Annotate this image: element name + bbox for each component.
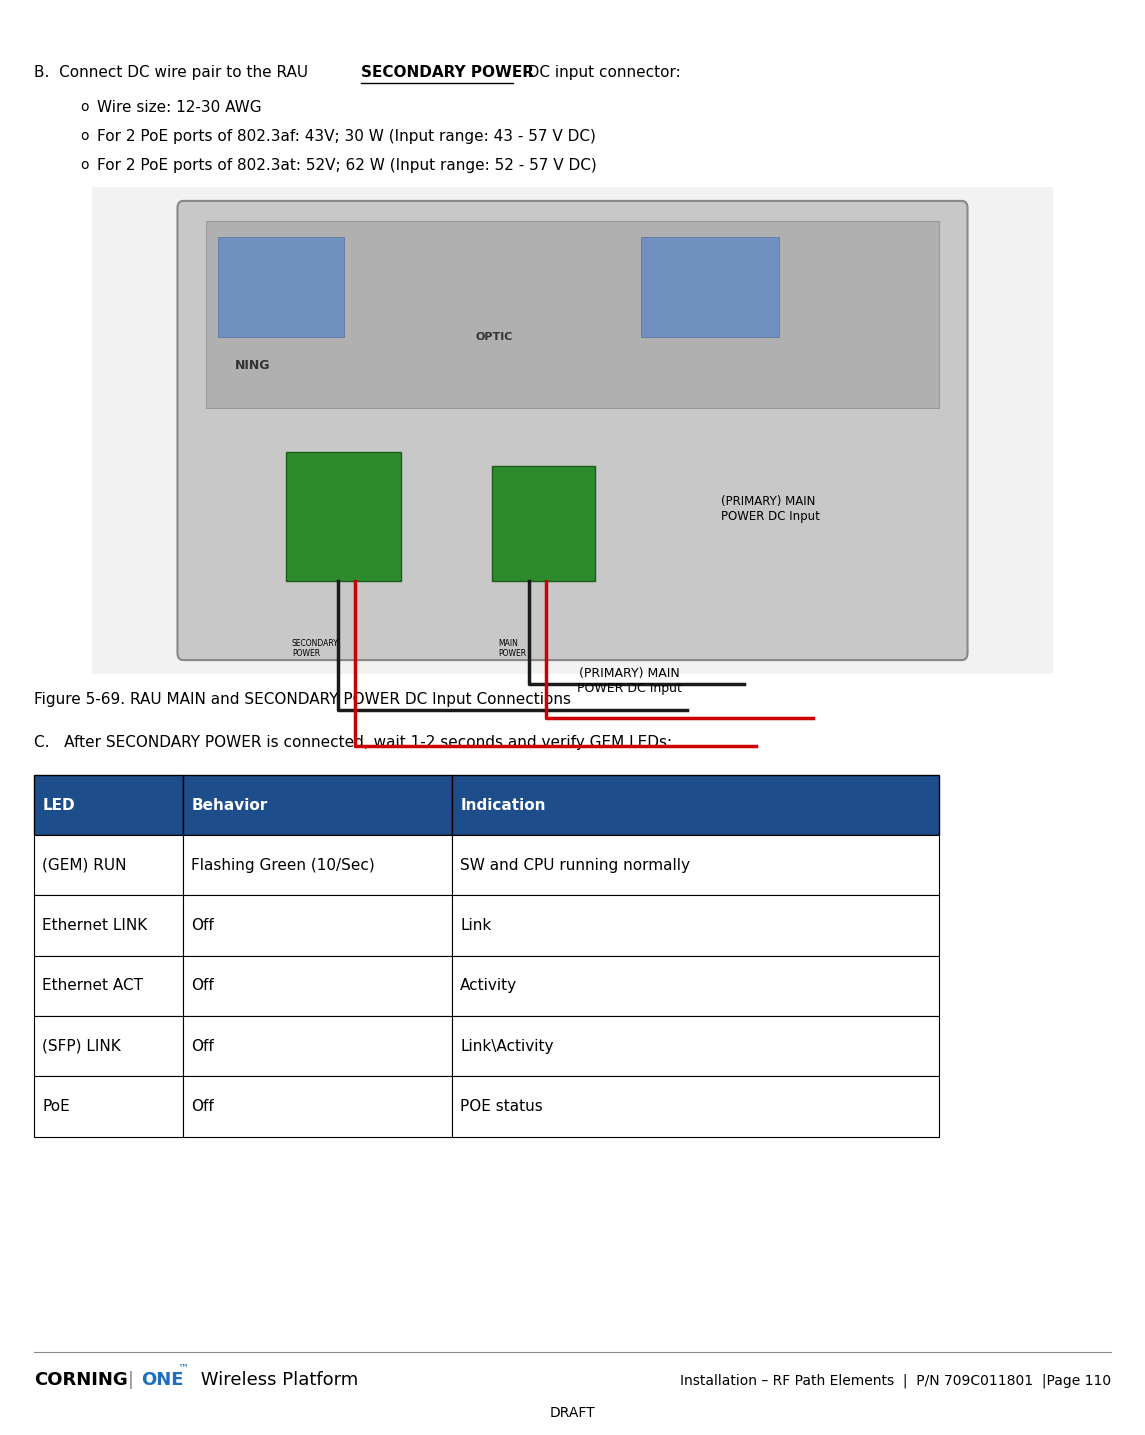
Text: SW and CPU running normally: SW and CPU running normally	[460, 858, 690, 872]
Text: Wire size: 12-30 AWG: Wire size: 12-30 AWG	[97, 100, 262, 115]
Bar	[492, 466, 595, 581]
Text: o: o	[80, 129, 88, 144]
Text: POE status: POE status	[460, 1099, 543, 1114]
Text: Off: Off	[191, 979, 214, 993]
Bar	[641, 237, 779, 337]
Bar	[183, 835, 452, 895]
Text: LED: LED	[42, 798, 74, 812]
Bar	[34, 775, 183, 835]
Bar	[452, 956, 939, 1016]
Text: CORNING: CORNING	[34, 1372, 128, 1389]
Bar	[34, 895, 183, 956]
Bar	[183, 1076, 452, 1137]
Text: SECONDARY
POWER: SECONDARY POWER	[292, 639, 339, 659]
Text: Installation – RF Path Elements  |  P/N 709C011801  |Page 110: Installation – RF Path Elements | P/N 70…	[679, 1373, 1111, 1388]
Text: Activity: Activity	[460, 979, 518, 993]
Text: C.   After SECONDARY POWER is connected, wait 1-2 seconds and verify GEM LEDs:: C. After SECONDARY POWER is connected, w…	[34, 735, 672, 749]
Text: (PRIMARY) MAIN
POWER DC Input: (PRIMARY) MAIN POWER DC Input	[577, 667, 682, 696]
Text: o: o	[80, 158, 88, 172]
Text: Flashing Green (10/Sec): Flashing Green (10/Sec)	[191, 858, 374, 872]
Bar	[286, 452, 401, 581]
Text: Indication: Indication	[460, 798, 546, 812]
FancyBboxPatch shape	[177, 201, 968, 660]
Text: For 2 PoE ports of 802.3at: 52V; 62 W (Input range: 52 - 57 V DC): For 2 PoE ports of 802.3at: 52V; 62 W (I…	[97, 158, 597, 172]
Bar	[452, 775, 939, 835]
Bar	[452, 1076, 939, 1137]
Text: DRAFT: DRAFT	[550, 1406, 595, 1421]
Text: For 2 PoE ports of 802.3af: 43V; 30 W (Input range: 43 - 57 V DC): For 2 PoE ports of 802.3af: 43V; 30 W (I…	[97, 129, 597, 144]
Text: Off: Off	[191, 1039, 214, 1053]
Text: Link\Activity: Link\Activity	[460, 1039, 554, 1053]
Bar	[206, 221, 939, 408]
Text: OPTIC: OPTIC	[475, 333, 513, 342]
Text: Off: Off	[191, 918, 214, 933]
Text: PoE: PoE	[42, 1099, 70, 1114]
Text: Figure 5-69. RAU MAIN and SECONDARY POWER DC Input Connections: Figure 5-69. RAU MAIN and SECONDARY POWE…	[34, 692, 571, 706]
Bar	[452, 835, 939, 895]
Bar	[34, 956, 183, 1016]
Text: Wireless Platform: Wireless Platform	[195, 1372, 358, 1389]
Bar	[183, 1016, 452, 1076]
Text: Link: Link	[460, 918, 491, 933]
Bar	[34, 1076, 183, 1137]
Text: (GEM) RUN: (GEM) RUN	[42, 858, 127, 872]
Text: |: |	[128, 1372, 134, 1389]
Bar	[183, 956, 452, 1016]
Bar	[452, 1016, 939, 1076]
Text: Off: Off	[191, 1099, 214, 1114]
Text: (PRIMARY) MAIN
POWER DC Input: (PRIMARY) MAIN POWER DC Input	[721, 495, 820, 524]
Text: ™: ™	[177, 1365, 189, 1373]
Text: o: o	[80, 100, 88, 115]
Bar	[34, 1016, 183, 1076]
Bar	[452, 895, 939, 956]
Text: SECONDARY POWER: SECONDARY POWER	[361, 65, 534, 79]
Bar	[183, 775, 452, 835]
Text: B.  Connect DC wire pair to the RAU: B. Connect DC wire pair to the RAU	[34, 65, 314, 79]
Text: Behavior: Behavior	[191, 798, 268, 812]
Text: (SFP) LINK: (SFP) LINK	[42, 1039, 121, 1053]
Text: MAIN
POWER: MAIN POWER	[498, 639, 527, 659]
Text: DC input connector:: DC input connector:	[513, 65, 681, 79]
Bar	[92, 187, 1053, 674]
Bar	[218, 237, 344, 337]
Text: NING: NING	[235, 359, 270, 373]
Bar	[34, 835, 183, 895]
Text: Ethernet ACT: Ethernet ACT	[42, 979, 143, 993]
Text: Ethernet LINK: Ethernet LINK	[42, 918, 148, 933]
Bar	[183, 895, 452, 956]
Text: ONE: ONE	[141, 1372, 183, 1389]
